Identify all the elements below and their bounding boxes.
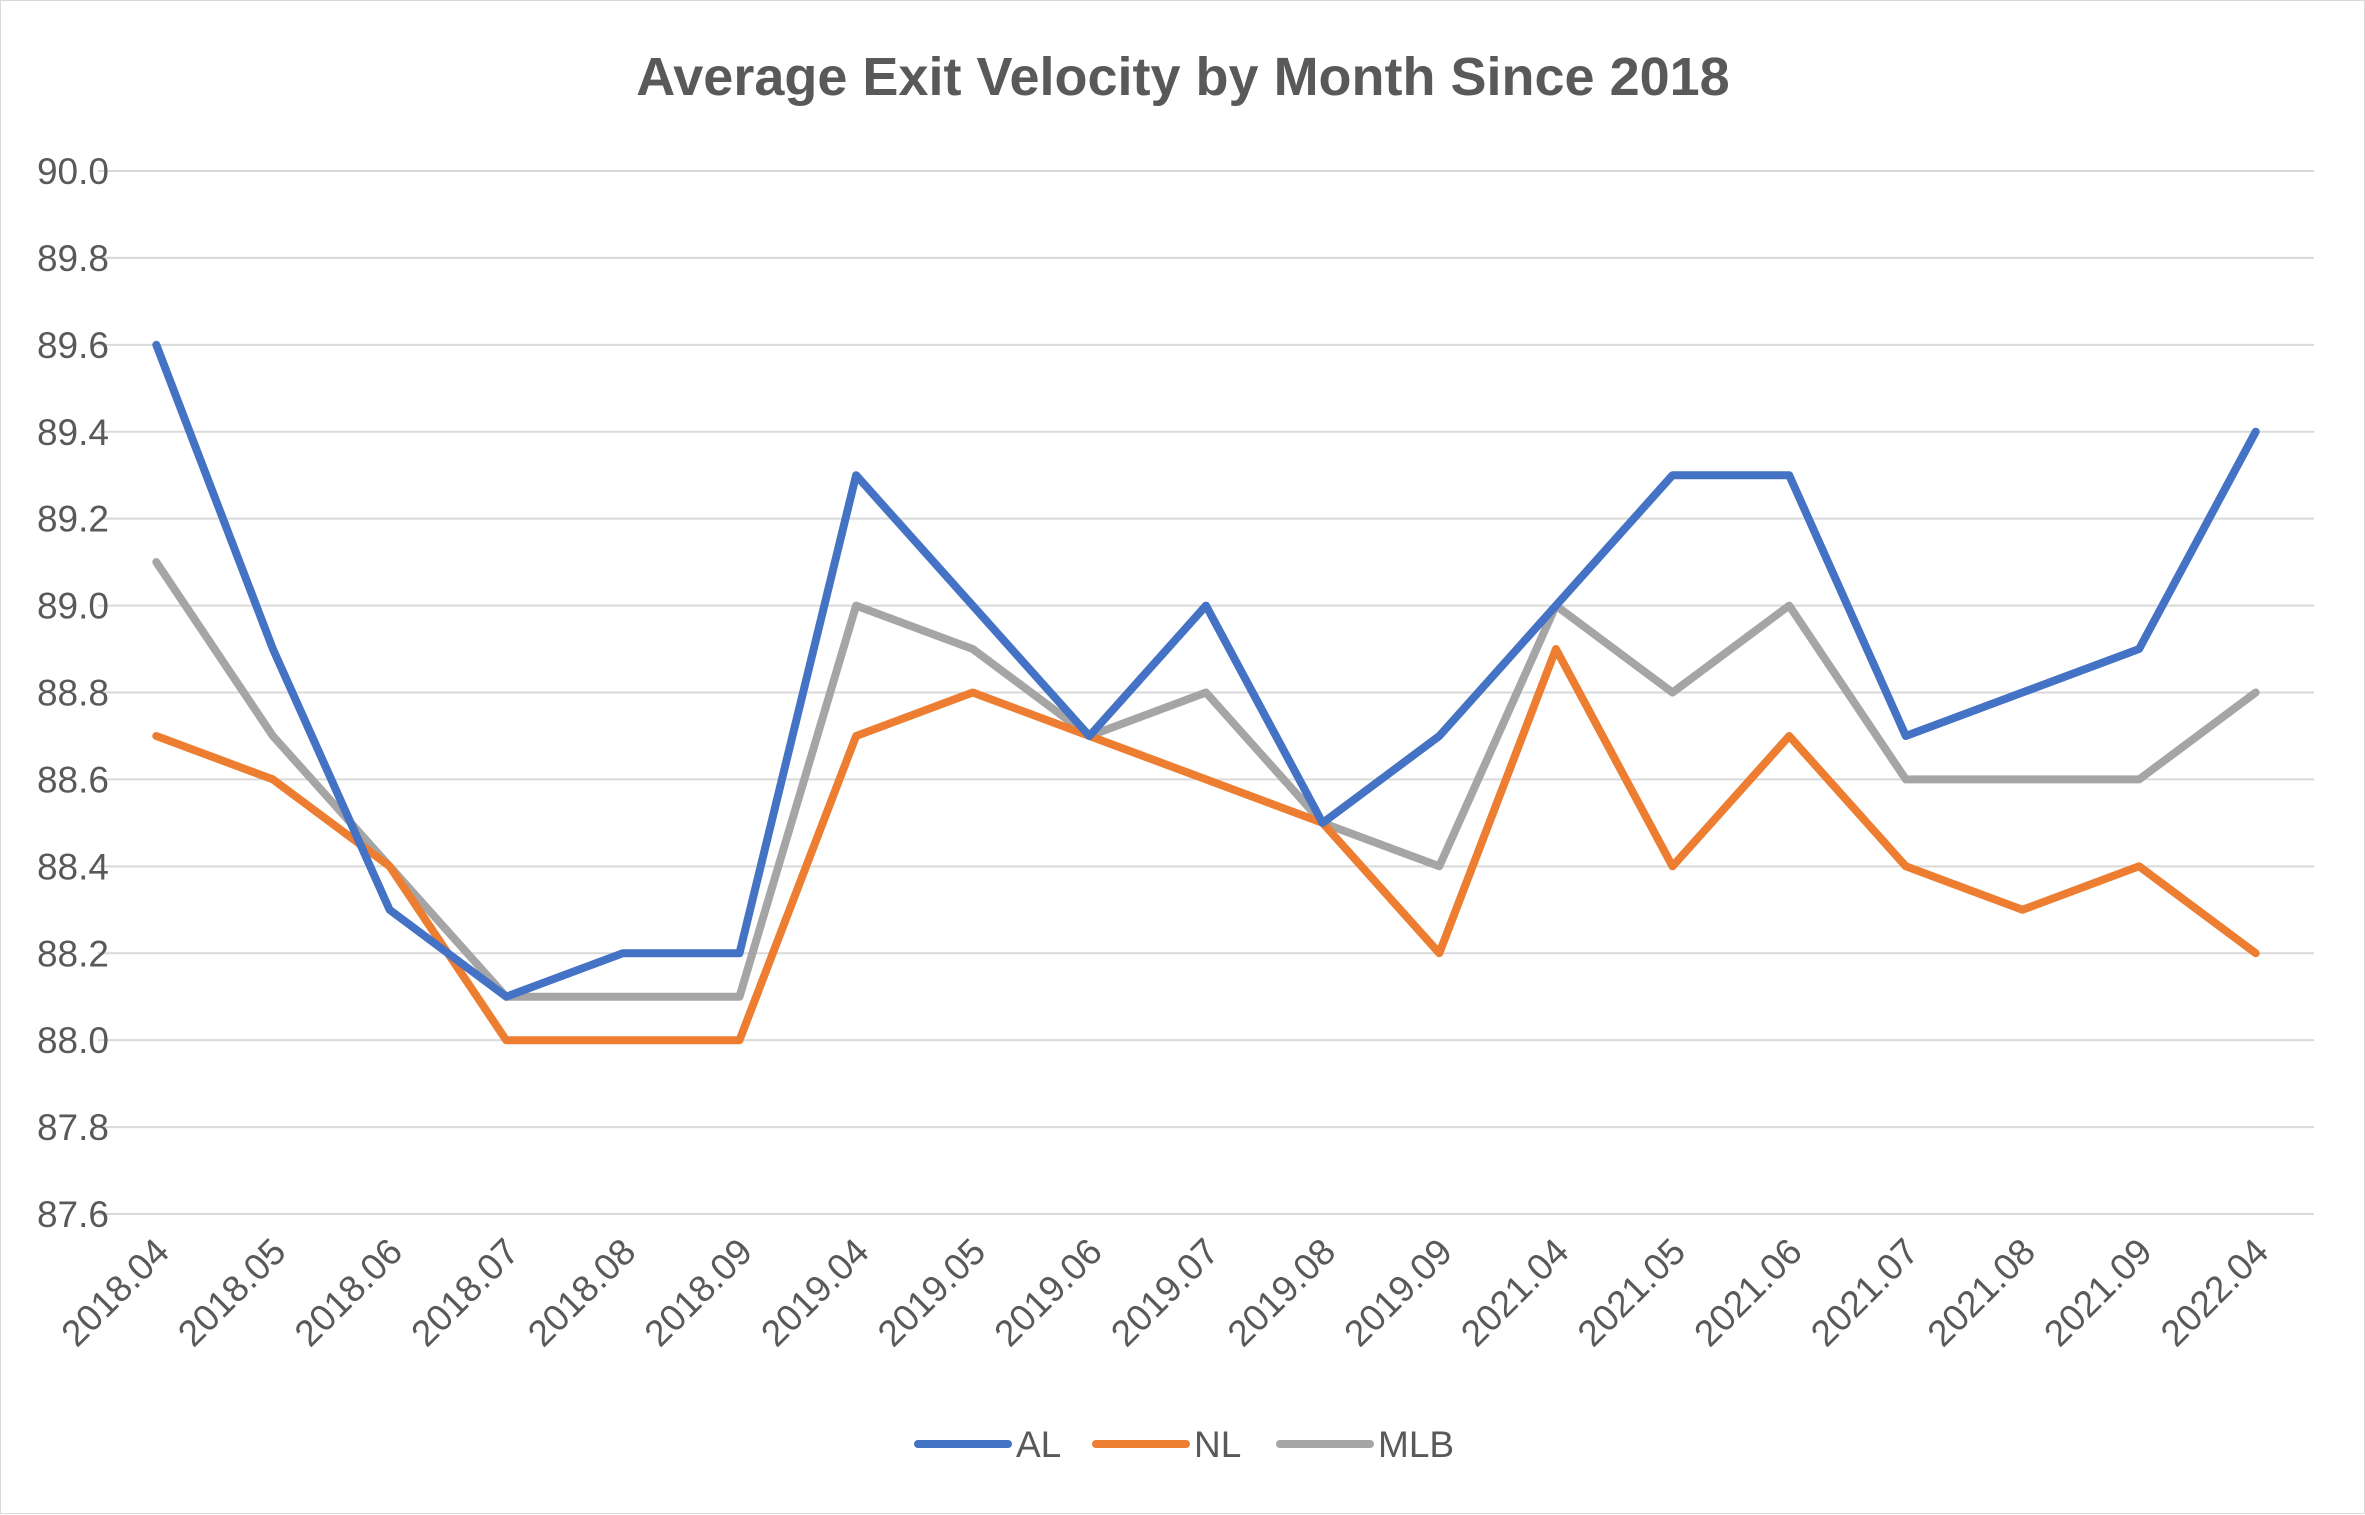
x-tick-label: 2019.07 [1103, 1231, 1227, 1355]
x-tick-label: 2021.04 [1453, 1231, 1577, 1355]
series-lines [152, 340, 2260, 1045]
y-tick-label: 90.0 [37, 151, 109, 192]
x-tick-label: 2022.04 [2153, 1231, 2277, 1355]
y-axis-tick-labels: 87.6 87.8 88.0 88.2 88.4 88.6 88.8 89.0 89.2 89.4… [37, 151, 109, 1235]
series-line-al [152, 340, 2260, 1001]
y-tick-label: 87.6 [37, 1194, 109, 1235]
y-tick-label: 88.6 [37, 759, 109, 800]
y-tick-label: 89.8 [37, 238, 109, 279]
x-tick-label: 2018.09 [637, 1231, 761, 1355]
x-tick-label: 2019.04 [753, 1231, 877, 1355]
y-tick-label: 89.2 [37, 499, 109, 540]
y-tick-label: 88.8 [37, 673, 109, 714]
legend-label-mlb: MLB [1378, 1424, 1454, 1465]
x-tick-label: 2018.08 [520, 1231, 644, 1355]
series-line-nl [152, 645, 2260, 1045]
legend-label-al: AL [1016, 1424, 1061, 1465]
x-tick-label: 2019.09 [1336, 1231, 1460, 1355]
y-tick-label: 87.8 [37, 1107, 109, 1148]
x-tick-label: 2021.05 [1570, 1231, 1694, 1355]
x-tick-label: 2021.08 [1920, 1231, 2044, 1355]
x-tick-label: 2019.06 [986, 1231, 1110, 1355]
y-tick-label: 88.2 [37, 933, 109, 974]
x-tick-label: 2019.08 [1220, 1231, 1344, 1355]
x-tick-label: 2019.05 [870, 1231, 994, 1355]
legend: AL NL MLB [914, 1424, 1454, 1465]
x-axis-tick-labels: 2018.042018.052018.062018.072018.082018.… [53, 1231, 2276, 1355]
x-tick-label: 2018.05 [170, 1231, 294, 1355]
x-tick-label: 2021.07 [1803, 1231, 1927, 1355]
y-tick-label: 88.4 [37, 846, 109, 887]
x-tick-label: 2021.09 [2036, 1231, 2160, 1355]
y-tick-label: 88.0 [37, 1020, 109, 1061]
x-tick-label: 2018.07 [403, 1231, 527, 1355]
y-tick-label: 89.0 [37, 586, 109, 627]
x-tick-label: 2018.04 [53, 1231, 177, 1355]
x-tick-label: 2018.06 [287, 1231, 411, 1355]
chart-title: Average Exit Velocity by Month Since 201… [636, 47, 1729, 107]
x-tick-label: 2021.06 [1686, 1231, 1810, 1355]
legend-label-nl: NL [1194, 1424, 1241, 1465]
y-tick-label: 89.4 [37, 412, 109, 453]
y-tick-label: 89.6 [37, 325, 109, 366]
